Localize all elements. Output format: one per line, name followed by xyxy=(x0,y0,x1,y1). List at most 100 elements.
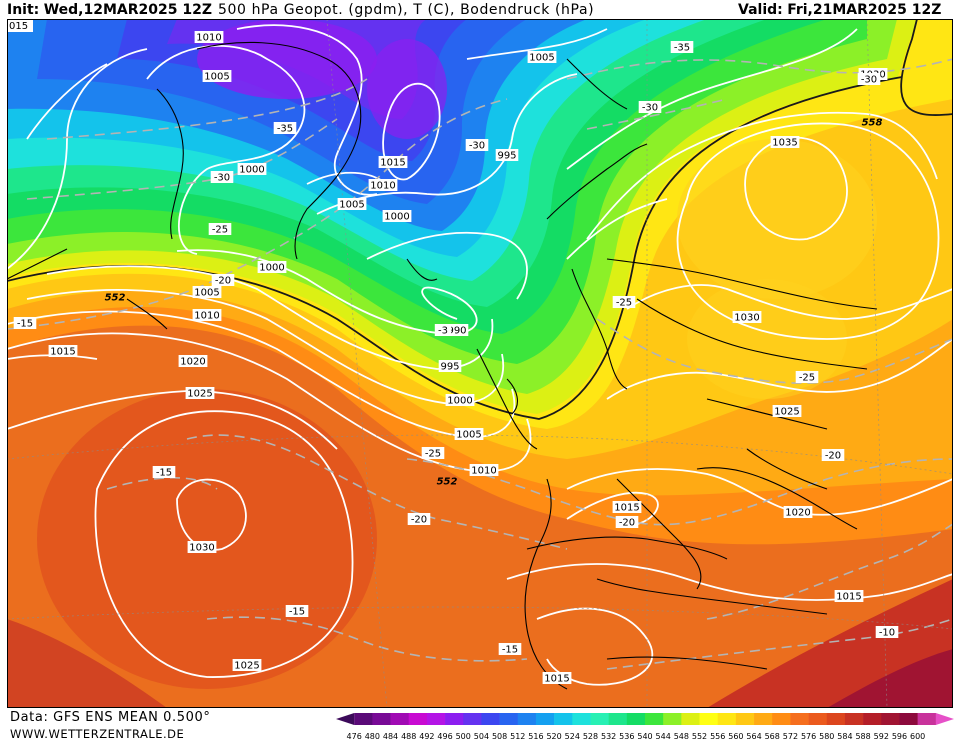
pressure-label-text: 1005 xyxy=(204,72,229,83)
pressure-label-text: 1010 xyxy=(471,466,496,477)
temperature-label-2: -30 xyxy=(638,101,662,114)
coastlines xyxy=(7,41,878,690)
chart-title: 500 hPa Geopot. (gpdm), T (C), Bodendruc… xyxy=(218,2,595,18)
colorbar-tick: 600 xyxy=(910,732,925,741)
pressure-label-text: 995 xyxy=(497,151,516,162)
temperature-label-18: -15 xyxy=(498,643,522,656)
colorbar-swatch xyxy=(772,713,791,725)
temperature-label-text: -25 xyxy=(212,225,228,236)
pressure-label-text: 1010 xyxy=(196,33,221,44)
temperature-label-text: -20 xyxy=(215,276,231,287)
corner-label-text: 015 xyxy=(9,21,28,32)
pressure-labels: 1010 1005 1005 1030 1015 1010 1005 1000 1000 995 1… xyxy=(48,31,888,685)
temperature-label-13: -20 xyxy=(821,449,845,462)
colorbar-swatch xyxy=(826,713,846,725)
pressure-label-14: 1015 xyxy=(48,345,78,358)
colorbar-swatch xyxy=(754,713,773,725)
temperature-label-11: -25 xyxy=(795,371,819,384)
pressure-label-text: 1030 xyxy=(734,313,759,324)
colorbar-swatch xyxy=(626,713,646,725)
pressure-label-29: 1015 xyxy=(542,672,572,685)
colorbar-tick: 488 xyxy=(401,732,416,741)
weather-map[interactable]: 1010 1005 1005 1030 1015 1010 1005 1000 1000 995 1… xyxy=(7,19,953,708)
colorbar-swatch xyxy=(608,713,628,725)
colorbar-tick: 484 xyxy=(383,732,398,741)
colorbar-swatch xyxy=(735,713,755,725)
colorbar-tick: 496 xyxy=(437,732,452,741)
website-credit: WWW.WETTERZENTRALE.DE xyxy=(10,727,185,741)
colorbar-swatch xyxy=(408,713,428,725)
colorbar-tick: 480 xyxy=(365,732,380,741)
pressure-label-text: 1005 xyxy=(456,430,481,441)
colorbar-tick: 516 xyxy=(528,732,543,741)
temperature-label-text: -15 xyxy=(502,645,518,656)
colorbar-swatch xyxy=(645,713,664,725)
temperature-label-text: -35 xyxy=(277,124,293,135)
temperature-label-text: -25 xyxy=(616,298,632,309)
pressure-label-text: 1025 xyxy=(774,407,799,418)
height-label-1: 552 xyxy=(437,477,458,488)
pressure-label-0: 1010 xyxy=(194,31,224,44)
temperature-label-19: -10 xyxy=(875,626,899,639)
colorbar-tick: 544 xyxy=(656,732,671,741)
colorbar-swatch xyxy=(445,713,464,725)
colorbar-swatch xyxy=(808,713,828,725)
colorbar-swatch xyxy=(881,713,900,725)
colorbar-tick: 568 xyxy=(765,732,780,741)
colorbar-swatch xyxy=(935,713,954,725)
colorbar-tick: 524 xyxy=(565,732,580,741)
pressure-label-text: 1030 xyxy=(189,543,214,554)
chart-header: Init: Wed,12MAR2025 12Z 500 hPa Geopot. … xyxy=(0,0,959,20)
colorbar-tick: 548 xyxy=(674,732,689,741)
colorbar-tick: 528 xyxy=(583,732,598,741)
temperature-label-text: -30 xyxy=(214,173,230,184)
valid-time: Valid: Fri,21MAR2025 12Z xyxy=(738,2,942,18)
chart-footer: Data: GFS ENS MEAN 0.500° WWW.WETTERZENT… xyxy=(0,708,959,741)
temperature-label-text: -30 xyxy=(642,103,658,114)
pressure-label-text: 1015 xyxy=(614,503,639,514)
height-label-text: 552 xyxy=(105,293,126,304)
pressure-label-text: 1005 xyxy=(339,200,364,211)
colorbar-tick: 500 xyxy=(456,732,471,741)
colorbar-swatch xyxy=(590,713,609,725)
temperature-labels: -35 -30 -30 -35 -30 -30 -25 -20 -15 -25 -3 -25 -25 -2… xyxy=(13,41,899,656)
colorbar-tick: 536 xyxy=(619,732,634,741)
pressure-label-8: 1000 xyxy=(237,163,267,176)
colorbar-tick: 596 xyxy=(892,732,907,741)
colorbar-tick: 572 xyxy=(783,732,798,741)
pressure-label-4: 1015 xyxy=(378,156,408,169)
graticule xyxy=(7,19,953,708)
temperature-label-0: -35 xyxy=(670,41,694,54)
pressure-label-text: 1005 xyxy=(529,53,554,64)
data-source: Data: GFS ENS MEAN 0.500° xyxy=(10,710,211,725)
colorbar-tick: 512 xyxy=(510,732,525,741)
temperature-label-text: -15 xyxy=(156,468,172,479)
isotherms xyxy=(7,58,953,670)
pressure-label-text: 1010 xyxy=(194,311,219,322)
temperature-label-1: -30 xyxy=(857,73,881,86)
temperature-label-8: -15 xyxy=(13,317,37,330)
temperature-label-text: -3 xyxy=(438,326,448,337)
colorbar-tick: 504 xyxy=(474,732,489,741)
colorbar-swatch xyxy=(790,713,809,725)
pressure-label-7: 1000 xyxy=(382,210,412,223)
colorbar-swatch xyxy=(917,713,937,725)
pressure-label-17: 990 xyxy=(445,324,469,337)
pressure-label-9: 995 xyxy=(495,149,519,162)
colorbar-tick: 556 xyxy=(710,732,725,741)
pressure-label-27: 1025 xyxy=(232,659,262,672)
colorbar-tick: 564 xyxy=(746,732,761,741)
pressure-label-11: 1000 xyxy=(257,261,287,274)
colorbar-tick: 560 xyxy=(728,732,743,741)
temperature-label-text: -10 xyxy=(879,628,895,639)
temperature-label-12: -25 xyxy=(421,447,445,460)
colorbar-tick: 532 xyxy=(601,732,616,741)
pressure-label-text: 990 xyxy=(447,326,466,337)
pressure-label-10: 1035 xyxy=(770,136,800,149)
pressure-label-5: 1010 xyxy=(368,179,398,192)
colorbar-swatch xyxy=(554,713,573,725)
temperature-label-text: -20 xyxy=(411,515,427,526)
pressure-label-15: 1020 xyxy=(178,355,208,368)
temperature-label-text: -25 xyxy=(425,449,441,460)
height-label-0: 552 xyxy=(105,293,126,304)
